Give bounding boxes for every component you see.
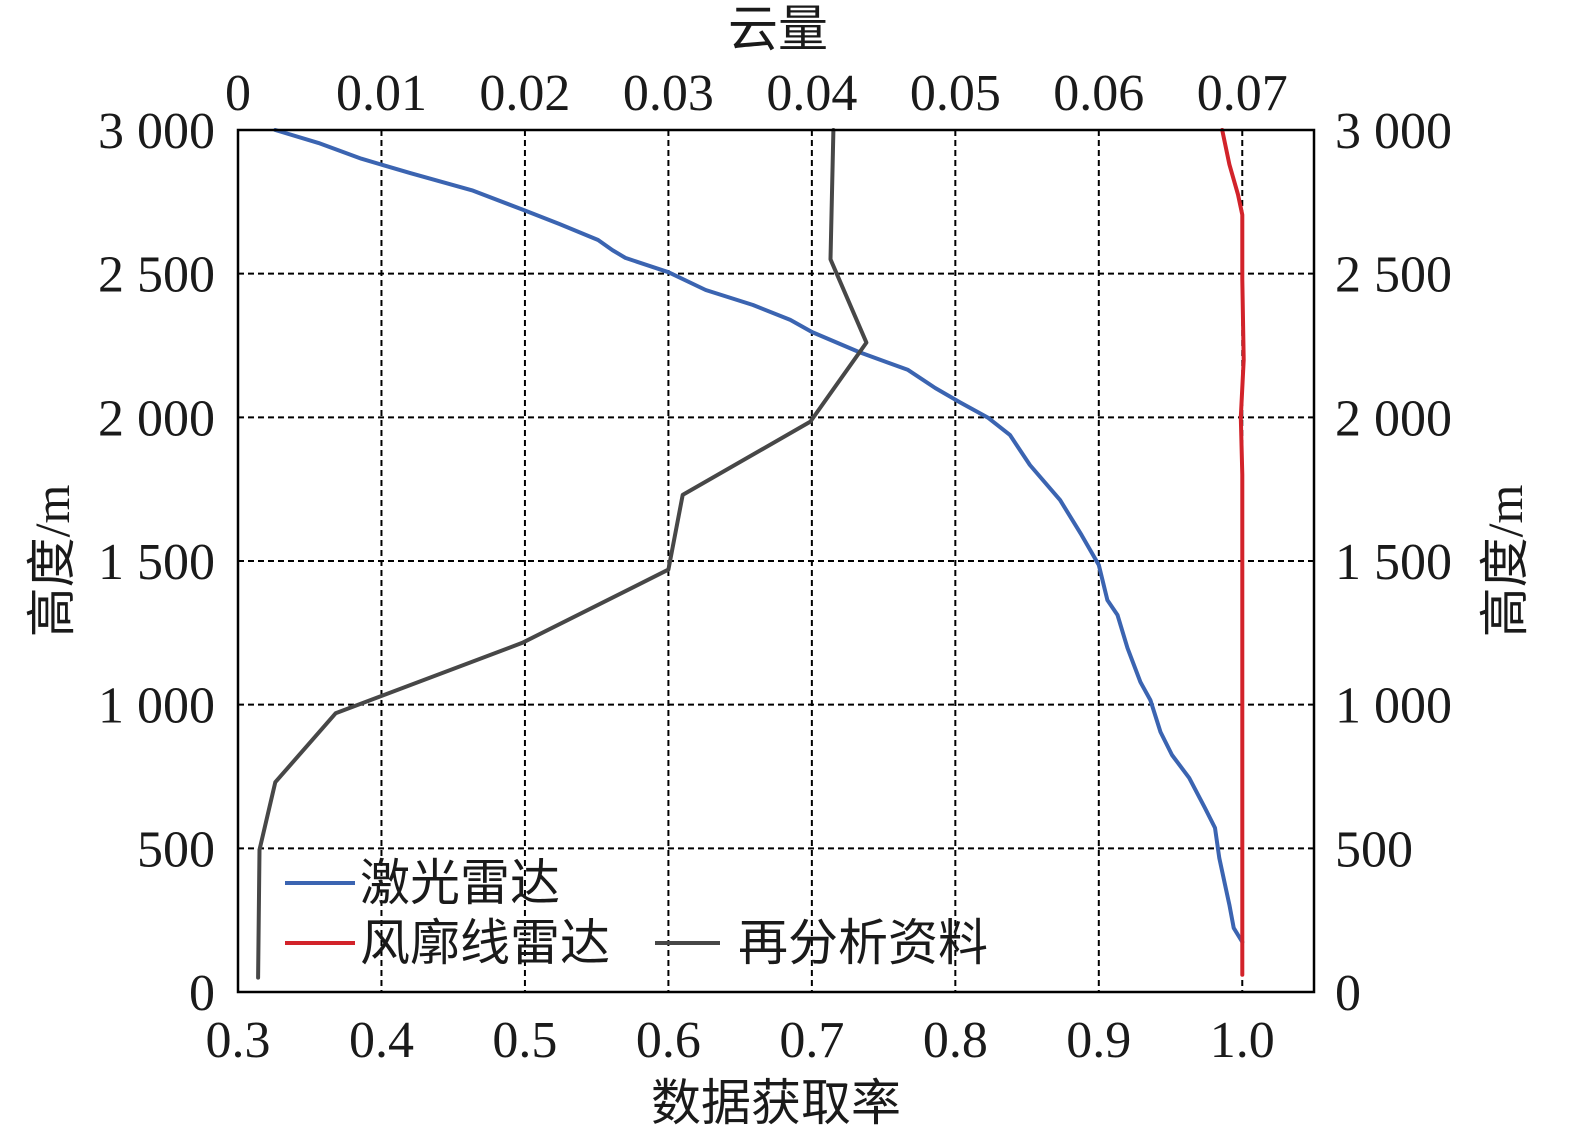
y2-tick-label: 2 500: [1335, 247, 1452, 304]
series-line-wind-profiler-radar: [1220, 128, 1246, 977]
y2-tick-labels: 0 500 1 000 1 500 2 000 2 500 3 000: [1335, 103, 1452, 1022]
x2-tick-label: 0.03: [623, 65, 714, 122]
x2-tick-label: 0: [225, 65, 251, 122]
y2-tick-label: 1 000: [1335, 678, 1452, 735]
y2-tick-label: 500: [1335, 821, 1413, 878]
legend-label-wind-profiler-radar: 风廓线雷达: [360, 915, 610, 971]
x2-tick-label: 0.01: [336, 65, 427, 122]
legend-label-lidar: 激光雷达: [360, 855, 560, 911]
series-line-lidar: [273, 128, 1245, 944]
x2-tick-label: 0.05: [910, 65, 1001, 122]
y-tick-label: 1 500: [98, 534, 215, 591]
x2-tick-labels: 0 0.01 0.02 0.03 0.04 0.05 0.06 0.07: [225, 65, 1288, 122]
plot-frame: [236, 128, 1316, 994]
y-tick-label: 2 500: [98, 247, 215, 304]
series-line-reanalysis: [256, 128, 869, 980]
y2-tick-label: 1 500: [1335, 534, 1452, 591]
y-tick-label: 500: [137, 821, 215, 878]
y2-axis-title: 高度/m: [1477, 485, 1533, 638]
x-tick-label: 1.0: [1210, 1012, 1275, 1069]
y-axis-title: 高度/m: [24, 485, 80, 638]
x2-tick-label: 0.07: [1197, 65, 1288, 122]
y-tick-labels: 0 500 1 000 1 500 2 000 2 500 3 000: [98, 103, 215, 1022]
series-group: [256, 128, 1246, 980]
legend-label-reanalysis: 再分析资料: [738, 915, 988, 971]
x2-axis-title: 云量: [728, 1, 828, 57]
legend: 激光雷达 风廓线雷达 再分析资料: [285, 855, 988, 971]
x-tick-label: 0.9: [1066, 1012, 1131, 1069]
x-tick-label: 0.4: [349, 1012, 414, 1069]
y-tick-label: 0: [189, 965, 215, 1022]
x-tick-labels: 0.3 0.4 0.5 0.6 0.7 0.8 0.9 1.0: [206, 1012, 1275, 1069]
x-axis-title: 数据获取率: [651, 1075, 901, 1131]
x-tick-label: 0.7: [779, 1012, 844, 1069]
x-tick-label: 0.8: [923, 1012, 988, 1069]
x-tick-label: 0.5: [492, 1012, 557, 1069]
y2-tick-label: 3 000: [1335, 103, 1452, 160]
y-tick-label: 3 000: [98, 103, 215, 160]
y-tick-label: 2 000: [98, 390, 215, 447]
x2-tick-label: 0.02: [479, 65, 570, 122]
x2-tick-label: 0.04: [766, 65, 857, 122]
y-tick-label: 1 000: [98, 678, 215, 735]
y2-tick-label: 2 000: [1335, 390, 1452, 447]
x2-tick-label: 0.06: [1053, 65, 1144, 122]
x-tick-label: 0.3: [206, 1012, 271, 1069]
y2-tick-label: 0: [1335, 965, 1361, 1022]
x-tick-label: 0.6: [636, 1012, 701, 1069]
